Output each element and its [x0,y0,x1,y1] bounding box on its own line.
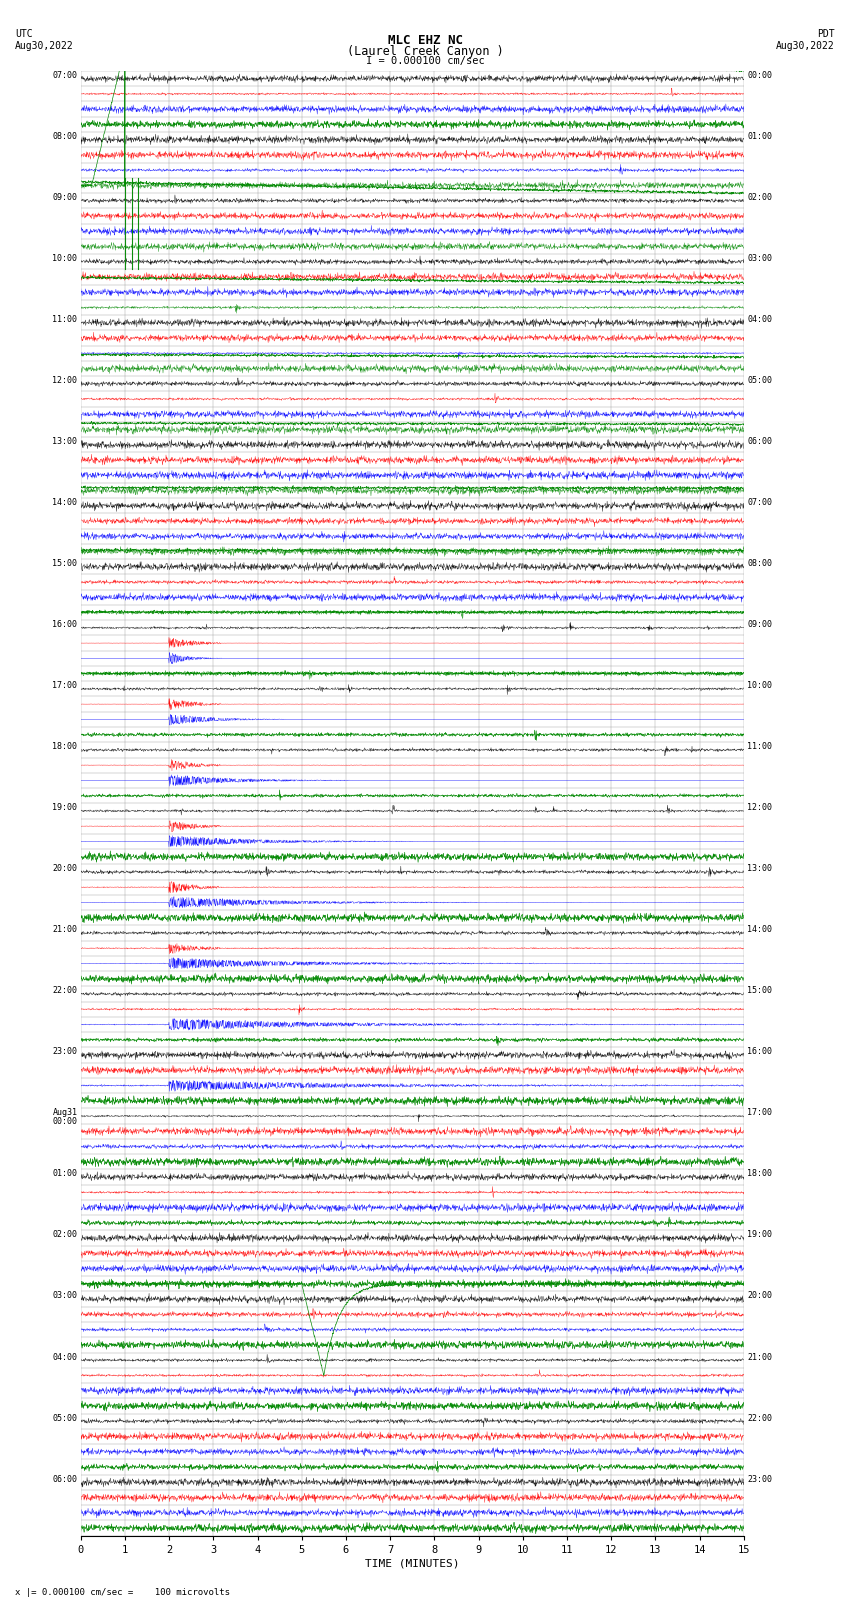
Text: 09:00: 09:00 [53,194,77,202]
Text: 16:00: 16:00 [747,1047,772,1057]
Text: 13:00: 13:00 [747,865,772,873]
Text: 01:00: 01:00 [747,132,772,140]
Text: 22:00: 22:00 [53,987,77,995]
Text: 00:00: 00:00 [747,71,772,81]
Text: 19:00: 19:00 [53,803,77,813]
X-axis label: TIME (MINUTES): TIME (MINUTES) [365,1558,460,1569]
Text: 18:00: 18:00 [747,1169,772,1179]
Text: x |= 0.000100 cm/sec =    100 microvolts: x |= 0.000100 cm/sec = 100 microvolts [15,1587,230,1597]
Text: UTC
Aug30,2022: UTC Aug30,2022 [15,29,74,50]
Text: 04:00: 04:00 [747,315,772,324]
Text: 11:00: 11:00 [53,315,77,324]
Text: 17:00: 17:00 [53,681,77,690]
Text: 12:00: 12:00 [53,376,77,386]
Text: Aug31
00:00: Aug31 00:00 [53,1108,77,1126]
Text: 15:00: 15:00 [747,987,772,995]
Text: 21:00: 21:00 [747,1352,772,1361]
Text: 17:00: 17:00 [747,1108,772,1118]
Text: 12:00: 12:00 [747,803,772,813]
Text: 13:00: 13:00 [53,437,77,447]
Text: 02:00: 02:00 [747,194,772,202]
Text: 20:00: 20:00 [747,1292,772,1300]
Text: 05:00: 05:00 [747,376,772,386]
Text: 04:00: 04:00 [53,1352,77,1361]
Text: 19:00: 19:00 [747,1231,772,1239]
Text: I = 0.000100 cm/sec: I = 0.000100 cm/sec [366,56,484,66]
Text: (Laurel Creek Canyon ): (Laurel Creek Canyon ) [347,45,503,58]
Text: 08:00: 08:00 [53,132,77,140]
Text: 18:00: 18:00 [53,742,77,752]
Text: PDT
Aug30,2022: PDT Aug30,2022 [776,29,835,50]
Text: 03:00: 03:00 [747,253,772,263]
Text: 03:00: 03:00 [53,1292,77,1300]
Text: 10:00: 10:00 [53,253,77,263]
Text: 01:00: 01:00 [53,1169,77,1179]
Text: 14:00: 14:00 [747,926,772,934]
Text: 20:00: 20:00 [53,865,77,873]
Text: 08:00: 08:00 [747,560,772,568]
Text: 07:00: 07:00 [53,71,77,81]
Text: 07:00: 07:00 [747,498,772,506]
Text: 06:00: 06:00 [53,1474,77,1484]
Text: 14:00: 14:00 [53,498,77,506]
Text: 11:00: 11:00 [747,742,772,752]
Text: 09:00: 09:00 [747,621,772,629]
Text: 16:00: 16:00 [53,621,77,629]
Text: 23:00: 23:00 [53,1047,77,1057]
Text: 06:00: 06:00 [747,437,772,447]
Text: 02:00: 02:00 [53,1231,77,1239]
Text: 23:00: 23:00 [747,1474,772,1484]
Text: 10:00: 10:00 [747,681,772,690]
Text: 15:00: 15:00 [53,560,77,568]
Text: 21:00: 21:00 [53,926,77,934]
Text: MLC EHZ NC: MLC EHZ NC [388,34,462,47]
Text: 22:00: 22:00 [747,1413,772,1423]
Text: 05:00: 05:00 [53,1413,77,1423]
